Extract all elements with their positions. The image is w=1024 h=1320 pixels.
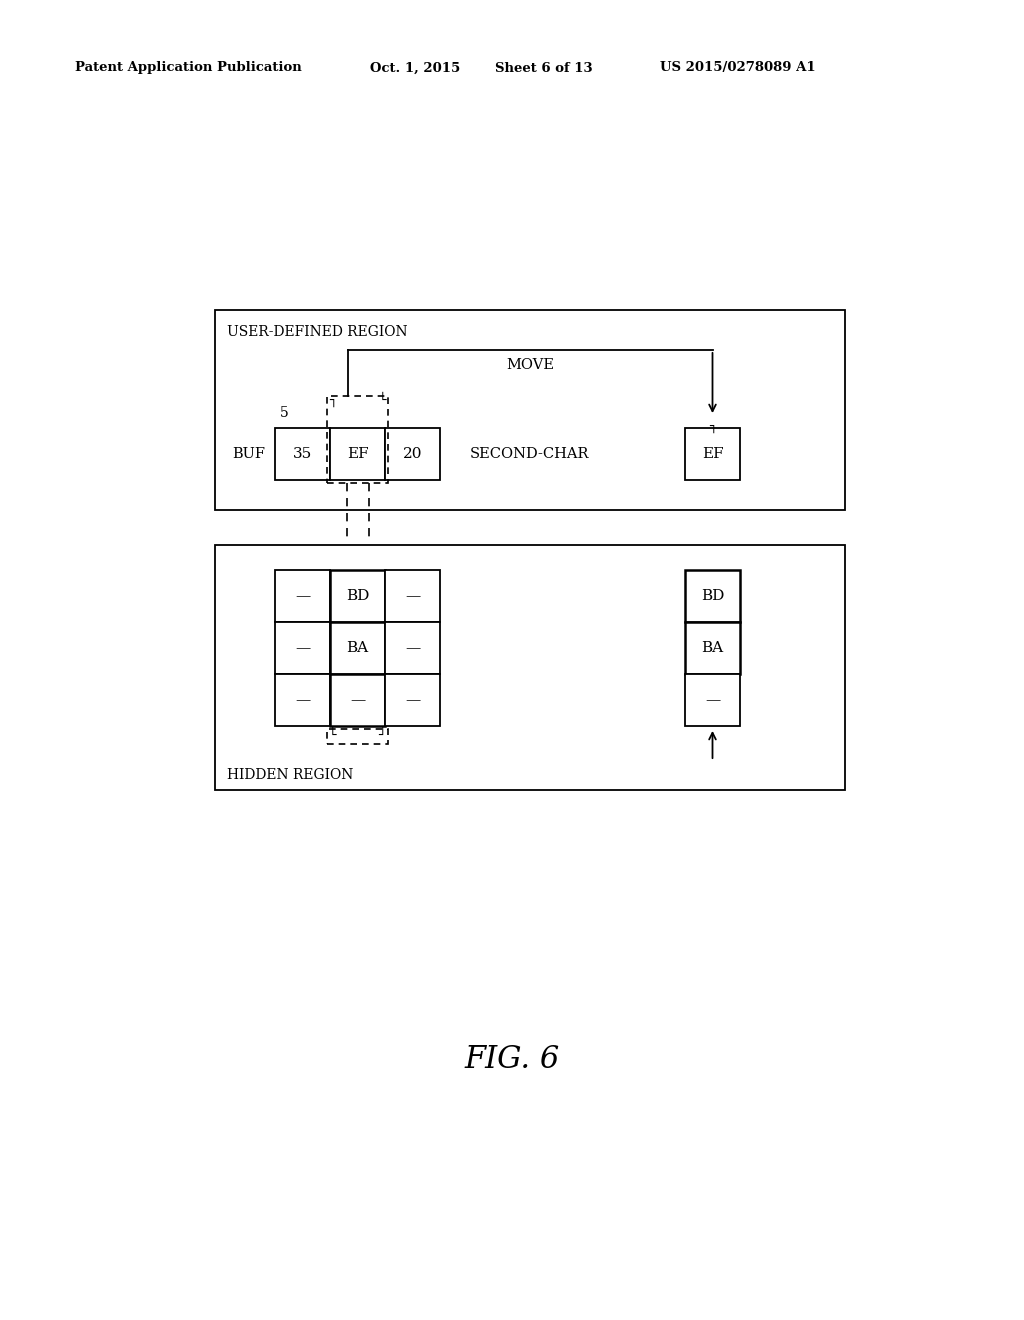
Text: BA: BA [701,642,724,655]
Bar [330,675,385,726]
Text: Sheet 6 of 13: Sheet 6 of 13 [495,62,593,74]
Text: 35: 35 [293,447,312,461]
Text: FIG. 6: FIG. 6 [464,1044,560,1076]
Text: USER-DEFINED REGION: USER-DEFINED REGION [227,325,408,339]
Text: SECOND-CHAR: SECOND-CHAR [470,447,590,461]
Bar [275,675,330,726]
Bar [385,675,440,726]
Text: 20: 20 [402,447,422,461]
Text: Patent Application Publication: Patent Application Publication [75,62,302,74]
Bar [385,570,440,622]
Text: EF: EF [701,447,723,461]
Text: 5: 5 [280,407,289,420]
Text: BD: BD [700,589,724,603]
Text: —: — [295,642,310,655]
Text: └: └ [329,729,337,742]
Bar [327,729,388,744]
Bar [275,622,330,675]
Text: US 2015/0278089 A1: US 2015/0278089 A1 [660,62,816,74]
Text: BD: BD [346,589,370,603]
Bar [685,622,740,675]
Bar [215,310,845,510]
Bar [685,675,740,726]
Bar [685,570,740,622]
Text: BUF: BUF [232,447,265,461]
Bar [330,570,385,622]
Text: ┐: ┐ [329,393,337,407]
Text: HIDDEN REGION: HIDDEN REGION [227,768,353,781]
Bar [215,545,845,789]
Text: —: — [350,693,366,708]
Text: BA: BA [346,642,369,655]
Bar [275,428,330,480]
Text: Oct. 1, 2015: Oct. 1, 2015 [370,62,460,74]
Text: —: — [404,693,420,708]
Bar [330,428,385,480]
Text: ┐: ┐ [709,420,716,433]
Text: —: — [404,642,420,655]
Bar [385,428,440,480]
Text: —: — [295,589,310,603]
Bar [385,622,440,675]
Bar [330,622,385,675]
Bar [327,396,388,483]
Text: ┘: ┘ [379,729,386,742]
Bar [685,428,740,480]
Text: —: — [295,693,310,708]
Text: MOVE: MOVE [506,358,554,372]
Text: —: — [705,693,720,708]
Text: —: — [404,589,420,603]
Text: EF: EF [347,447,369,461]
Bar [275,570,330,622]
Text: └: └ [379,393,386,407]
